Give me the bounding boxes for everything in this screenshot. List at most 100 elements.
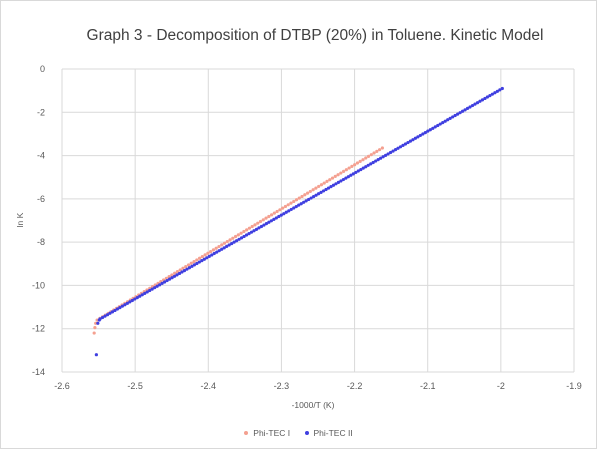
data-point: [247, 232, 251, 236]
data-point: [278, 208, 282, 212]
data-point: [281, 206, 285, 210]
data-point: [247, 226, 252, 230]
series-1-points: [92, 146, 384, 335]
data-point: [324, 187, 328, 192]
y-tick-label: -14: [32, 367, 45, 377]
data-point: [195, 258, 199, 262]
data-point: [92, 331, 96, 335]
data-point: [269, 219, 273, 223]
data-point: [170, 273, 174, 277]
data-point: [294, 198, 299, 202]
data-point: [123, 303, 127, 307]
data-point: [468, 105, 472, 109]
data-point: [173, 271, 177, 275]
data-point: [361, 166, 365, 170]
data-point: [185, 267, 189, 271]
data-point: [235, 239, 239, 243]
data-point: [93, 326, 97, 330]
data-point: [220, 247, 224, 251]
data-point: [228, 238, 232, 242]
data-point: [214, 246, 218, 250]
data-point: [259, 224, 264, 229]
data-point: [105, 313, 110, 317]
data-point: [336, 180, 341, 184]
data-point: [250, 224, 254, 229]
data-point: [264, 216, 268, 220]
y-tick-labels: 0 -2 -4 -6 -8 -10 -12 -14: [32, 64, 45, 377]
data-point: [108, 311, 112, 315]
data-point: [150, 287, 154, 291]
data-point: [456, 112, 460, 116]
data-point: [302, 200, 306, 204]
data-point: [396, 146, 400, 150]
data-point: [236, 233, 240, 237]
data-point: [125, 301, 129, 305]
data-point: [319, 183, 324, 187]
chart-title: Graph 3 - Decomposition of DTBP (20%) in…: [86, 27, 544, 44]
data-point: [253, 223, 257, 227]
data-point: [190, 264, 194, 268]
data-point: [239, 231, 243, 235]
data-point: [230, 241, 234, 246]
data-point: [378, 148, 382, 152]
data-point: [217, 244, 221, 249]
x-tick-labels: -2.6 -2.5 -2.4 -2.3 -2.2 -2.1 -2 -1.9: [54, 381, 582, 391]
legend-item-series-1[interactable]: Phi-TEC I: [244, 428, 290, 438]
data-point: [333, 174, 337, 178]
data-point: [297, 203, 301, 207]
data-point: [153, 286, 157, 290]
data-point: [140, 293, 144, 297]
y-tick-label: -2: [37, 107, 45, 117]
legend-marker-series-1: [244, 431, 249, 435]
data-point: [334, 182, 338, 186]
data-point: [488, 93, 492, 98]
legend-item-series-2[interactable]: Phi-TEC II: [304, 428, 353, 438]
data-point: [254, 227, 259, 231]
data-point: [287, 209, 291, 213]
data-point: [200, 254, 204, 259]
data-point: [245, 228, 249, 232]
data-point: [175, 273, 179, 277]
data-point: [175, 270, 180, 274]
data-point: [441, 121, 445, 125]
vertical-gridlines: [61, 69, 575, 372]
data-point: [443, 119, 447, 123]
data-point: [184, 265, 188, 269]
y-tick-label: 0: [40, 64, 45, 74]
data-point: [172, 274, 177, 278]
data-point: [143, 291, 147, 295]
data-point: [289, 201, 293, 205]
data-point: [274, 216, 278, 220]
data-point: [336, 173, 340, 177]
data-point: [317, 184, 321, 189]
data-point: [354, 170, 358, 175]
data-point: [239, 236, 244, 240]
data-point: [366, 163, 370, 167]
data-point: [292, 206, 296, 210]
data-point: [212, 251, 216, 256]
data-point: [384, 153, 388, 157]
data-point: [286, 203, 290, 207]
data-point: [244, 233, 249, 237]
data-point: [187, 266, 192, 270]
data-point: [242, 229, 246, 234]
data-point: [393, 148, 398, 152]
data-point: [283, 204, 288, 209]
data-point: [304, 199, 308, 203]
y-tick-label: -4: [37, 151, 45, 161]
y-tick-label: -6: [37, 194, 45, 204]
data-point: [358, 159, 362, 163]
data-point: [202, 257, 206, 261]
x-tick-label: -2: [497, 381, 505, 391]
data-point: [398, 145, 403, 149]
data-point: [314, 186, 318, 190]
data-point: [195, 261, 199, 266]
x-tick-label: -2.6: [54, 381, 70, 391]
data-point: [364, 165, 368, 169]
data-point: [227, 243, 231, 247]
data-point: [256, 221, 260, 225]
data-point: [94, 321, 98, 325]
data-point: [480, 98, 485, 102]
